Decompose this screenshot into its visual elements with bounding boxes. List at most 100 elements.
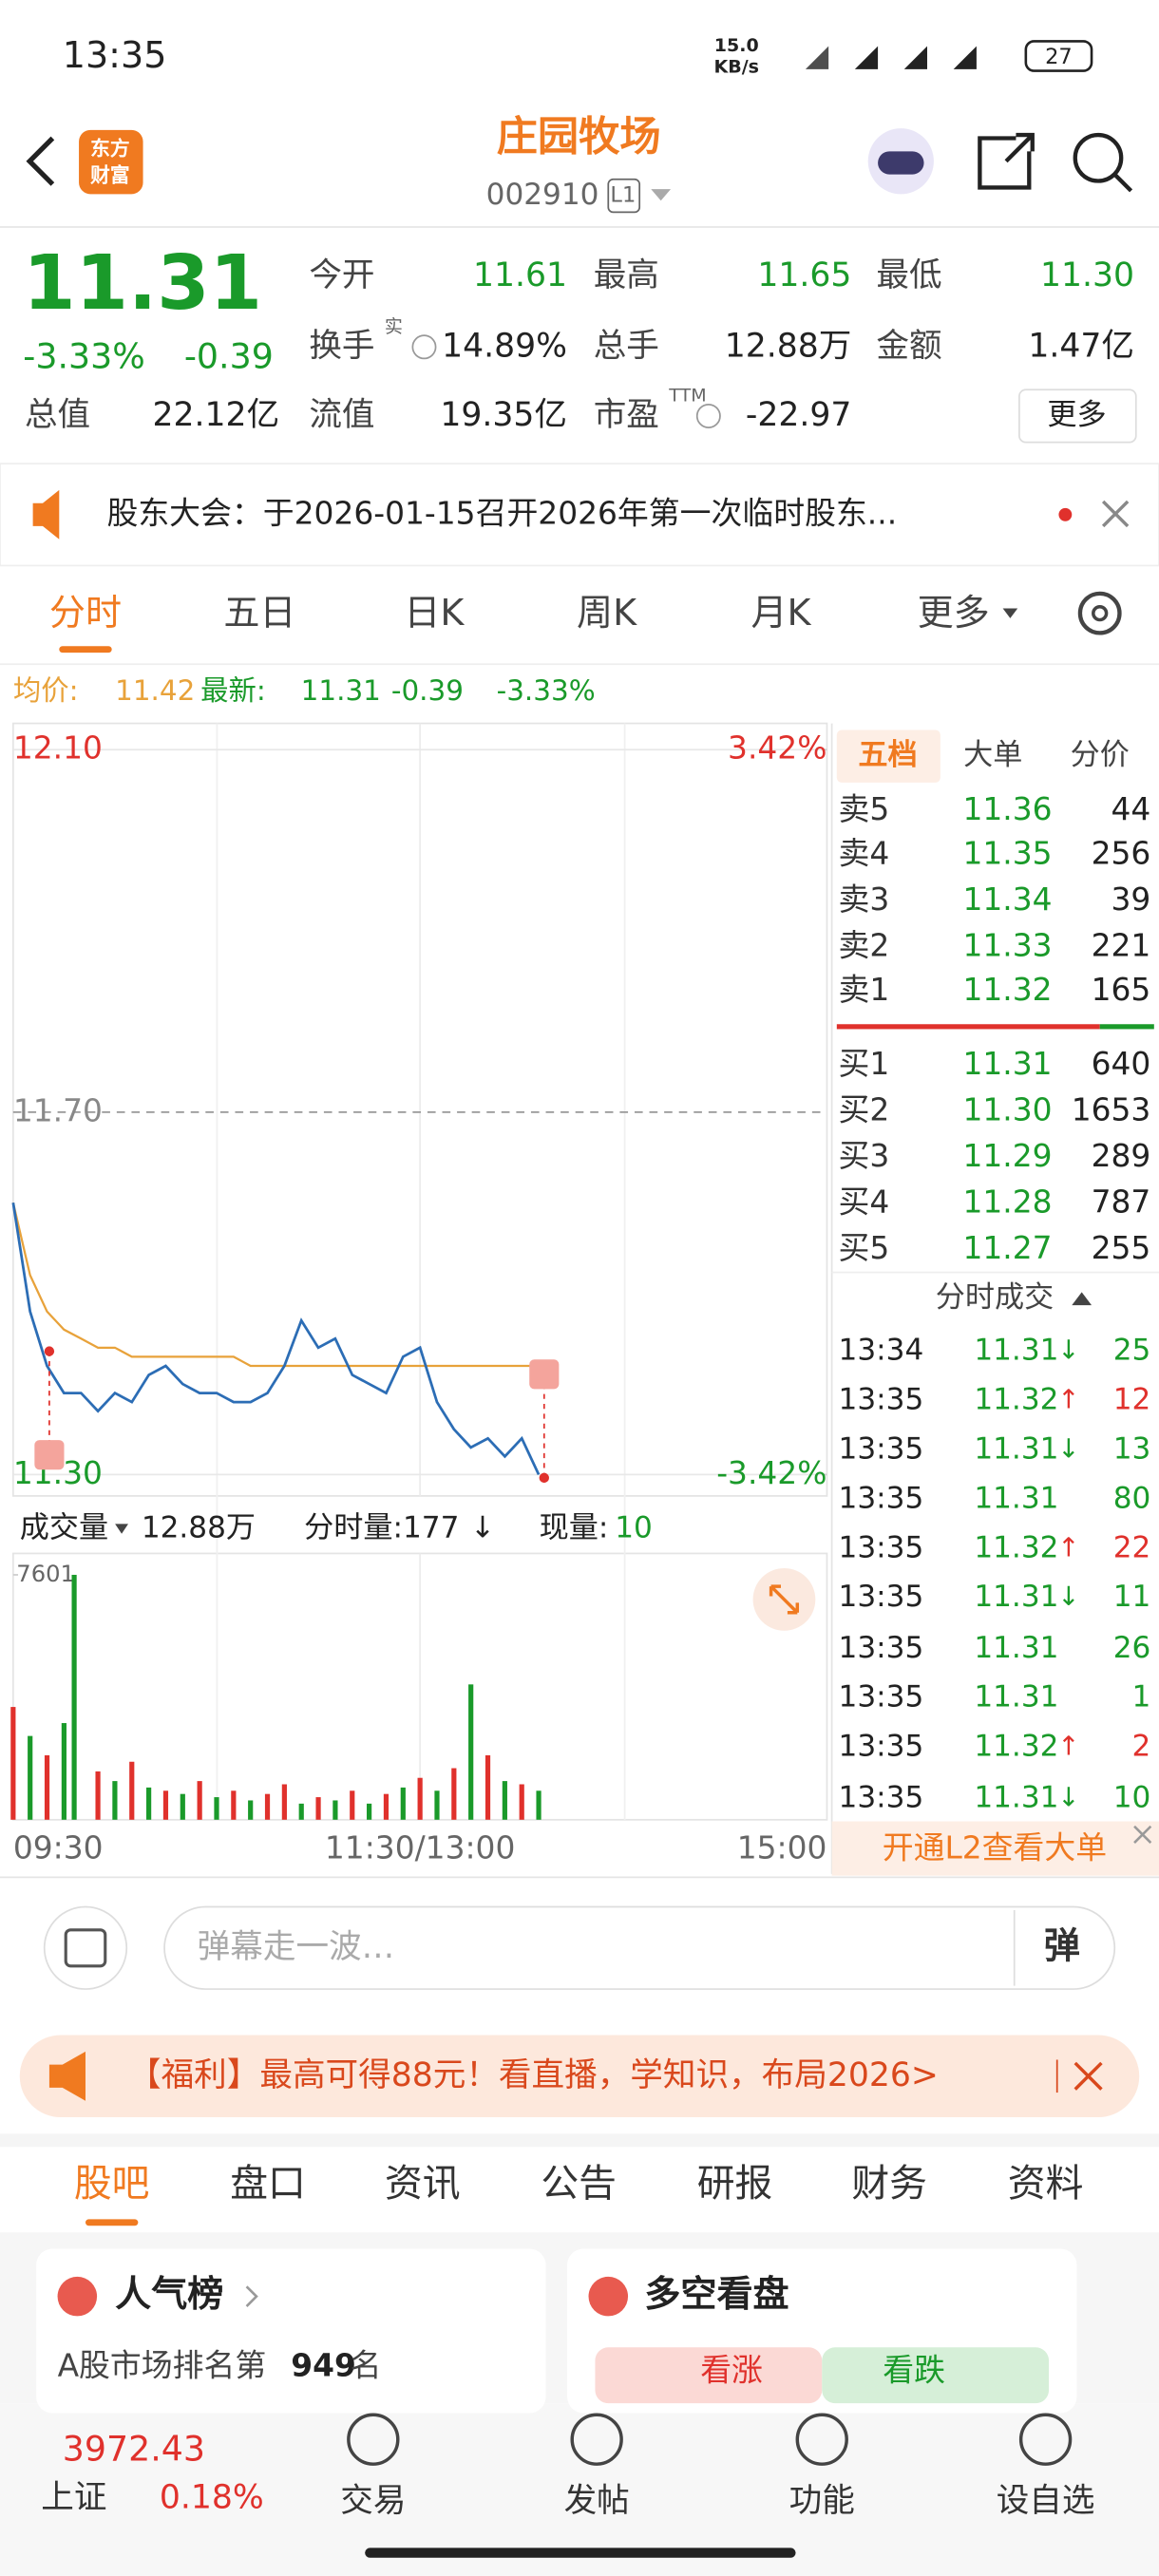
book-label: 买2 xyxy=(839,1090,890,1127)
now-value: 10 xyxy=(615,1511,653,1545)
bottom-nav xyxy=(0,2403,1159,2576)
banner-close[interactable] xyxy=(1074,2061,1103,2091)
volume-bar xyxy=(434,1790,440,1820)
volume-bar xyxy=(519,1784,524,1820)
book-tab[interactable]: 五档 xyxy=(858,738,917,772)
chart-tab[interactable]: 周K xyxy=(577,592,637,634)
comment-input[interactable] xyxy=(163,1905,1116,1990)
more-button[interactable]: 更多 xyxy=(1047,398,1106,432)
trade-qty: 22 xyxy=(1113,1530,1151,1564)
book-label: 卖3 xyxy=(839,881,890,918)
trade-price: 11.31 xyxy=(974,1780,1058,1814)
index-change: 0.18% xyxy=(160,2479,264,2517)
chart-tab[interactable]: 日K xyxy=(404,592,465,634)
logo-text: 东方 xyxy=(90,138,130,161)
book-price: 11.36 xyxy=(962,790,1052,827)
nav-item[interactable]: 设自选 xyxy=(997,2482,1095,2520)
section-tab[interactable]: 公告 xyxy=(541,2162,617,2206)
price-line xyxy=(11,1202,541,1475)
status-time: 13:35 xyxy=(63,34,167,76)
last-label: 最新: xyxy=(200,674,266,707)
settings-hole xyxy=(1092,604,1109,622)
field-value: -22.97 xyxy=(746,396,852,434)
section-tab[interactable]: 资料 xyxy=(1008,2162,1084,2206)
y-tick-label: 11.70 xyxy=(13,1091,103,1128)
trade-direction: ↑ xyxy=(1057,1531,1079,1563)
book-tab[interactable]: 分价 xyxy=(1071,738,1130,772)
nav-item[interactable]: 交易 xyxy=(340,2482,406,2520)
trade-qty: 25 xyxy=(1113,1334,1151,1368)
l2-link-bg[interactable] xyxy=(831,1821,1159,1876)
last-change-pct: -3.33% xyxy=(497,674,596,707)
notice-bar[interactable] xyxy=(0,463,1159,567)
book-label: 卖5 xyxy=(839,790,890,827)
volume-bar xyxy=(536,1790,542,1820)
banner-text: 【福利】最高可得88元！看直播，学知识，布局2026> xyxy=(128,2056,939,2094)
notice-dot xyxy=(1058,507,1073,521)
book-tab[interactable]: 大单 xyxy=(963,738,1022,772)
trade-direction: ↑ xyxy=(1057,1731,1079,1762)
last-price: 11.31 xyxy=(23,238,262,327)
field-value: 12.88万 xyxy=(725,327,852,365)
volume-bar xyxy=(28,1735,33,1820)
info-icon xyxy=(695,403,721,428)
back-button[interactable] xyxy=(26,136,55,186)
danmaku-button[interactable]: 弹 xyxy=(1044,1924,1080,1966)
field-label: 市盈 xyxy=(594,396,659,434)
banner-bg[interactable] xyxy=(19,2035,1140,2118)
section-tab[interactable]: 财务 xyxy=(851,2162,927,2206)
more-button-bg[interactable] xyxy=(1018,388,1137,444)
trade-direction: ↓ xyxy=(1057,1432,1079,1464)
chart-tab[interactable]: 月K xyxy=(750,592,811,634)
volume-bar xyxy=(146,1787,152,1820)
book-qty: 289 xyxy=(1092,1137,1151,1174)
comment-placeholder[interactable]: 弹幕走一波… xyxy=(198,1928,395,1966)
card-text: 名 xyxy=(351,2347,382,2384)
l2-close[interactable] xyxy=(1133,1825,1152,1844)
banner-icon xyxy=(48,2051,86,2101)
card[interactable] xyxy=(36,2248,546,2414)
notice-text: 股东大会：于2026-01-15召开2026年第一次临时股东... xyxy=(106,494,897,531)
volume-bar xyxy=(350,1790,355,1820)
book-qty: 39 xyxy=(1112,881,1151,918)
book-price: 11.35 xyxy=(962,835,1052,872)
l2-link[interactable]: 开通L2查看大单 xyxy=(883,1828,1107,1866)
bear-bar[interactable] xyxy=(822,2347,1050,2404)
rank-value: 949 xyxy=(291,2347,356,2384)
chart-tab[interactable]: 五日 xyxy=(223,592,295,634)
section-tab[interactable]: 研报 xyxy=(697,2162,773,2206)
volume-bar xyxy=(214,1797,219,1820)
nav-item[interactable]: 功能 xyxy=(789,2482,855,2520)
trade-price: 11.31 xyxy=(974,1481,1058,1515)
change-pct: -3.33% xyxy=(23,335,145,376)
notice-close[interactable] xyxy=(1101,500,1130,528)
trade-price: 11.32 xyxy=(974,1530,1058,1564)
volume-bar xyxy=(197,1781,202,1820)
volume-bar xyxy=(248,1800,254,1820)
search-button[interactable] xyxy=(1073,132,1124,183)
info-icon xyxy=(411,334,437,360)
bull-bar[interactable] xyxy=(595,2347,823,2404)
volume-bar xyxy=(367,1803,372,1820)
section-tab[interactable]: 盘口 xyxy=(230,2162,306,2206)
trade-price: 11.31 xyxy=(974,1431,1058,1466)
section-tab[interactable]: 股吧 xyxy=(74,2162,150,2206)
nav-item[interactable]: 发帖 xyxy=(564,2482,630,2520)
change: -0.39 xyxy=(184,335,274,376)
volume-bar xyxy=(484,1754,491,1820)
trade-time: 13:35 xyxy=(839,1730,924,1764)
field-value: 11.30 xyxy=(1040,256,1134,294)
chart-tab[interactable]: 更多 xyxy=(918,592,990,634)
volume-bar xyxy=(231,1790,237,1820)
share-button[interactable] xyxy=(978,132,1035,190)
card-chevron xyxy=(245,2285,258,2307)
index-name: 上证 xyxy=(41,2479,106,2517)
book-price: 11.34 xyxy=(962,881,1052,918)
settings-icon[interactable] xyxy=(1077,591,1122,635)
volume-bar xyxy=(264,1793,271,1820)
comment-icon[interactable] xyxy=(43,1905,128,1990)
chart-tab[interactable]: 分时 xyxy=(49,592,122,634)
trade-qty: 2 xyxy=(1132,1730,1151,1764)
book-label: 买1 xyxy=(839,1045,890,1082)
section-tab[interactable]: 资讯 xyxy=(385,2162,461,2206)
